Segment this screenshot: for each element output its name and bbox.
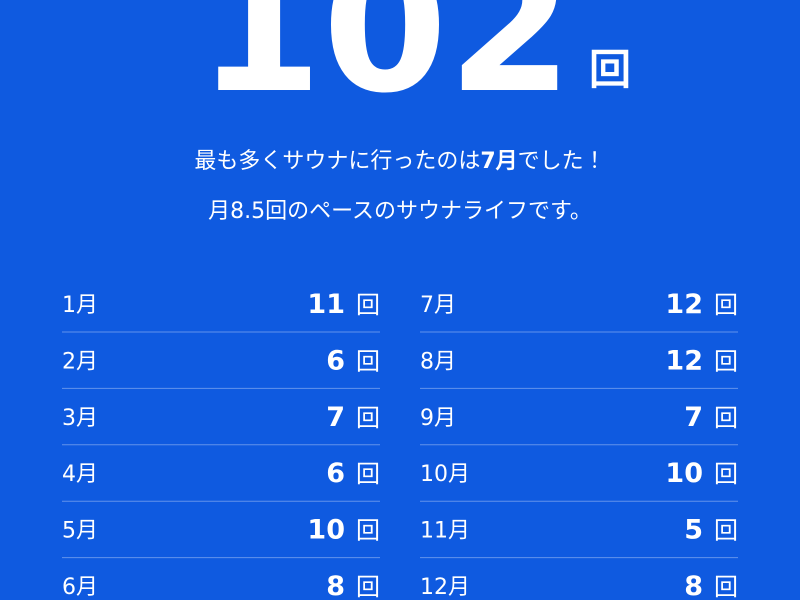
summary-text: 最も多くサウナに行ったのは: [194, 149, 480, 174]
month-label: 9月: [420, 406, 456, 431]
month-count: 12: [665, 289, 703, 320]
count-unit: 回: [356, 291, 380, 319]
summary-line1: 最も多くサウナに行ったのは7月でした！: [194, 149, 605, 174]
month-label: 2月: [62, 349, 98, 374]
count-unit: 回: [714, 291, 738, 319]
month-label: 1月: [62, 293, 98, 318]
month-count: 11: [307, 289, 345, 320]
month-label: 4月: [62, 462, 98, 487]
count-unit: 回: [714, 517, 738, 545]
summary-highlight: 7月: [480, 149, 517, 174]
month-label: 8月: [420, 349, 456, 374]
month-count: 7: [684, 402, 703, 433]
month-label: 11月: [420, 519, 470, 544]
month-table: 1月 11 回2月 6 回3月 7 回4月 6 回5月 10 回6月 8 回7月 12 回8月 12 回9月 7 回…: [62, 289, 738, 600]
month-count: 10: [307, 515, 345, 546]
month-count: 12: [665, 345, 703, 376]
month-label: 10月: [420, 462, 470, 487]
count-unit: 回: [714, 347, 738, 375]
month-count: 6: [326, 458, 345, 489]
count-unit: 回: [714, 460, 738, 488]
count-unit: 回: [356, 460, 380, 488]
count-unit: 回: [356, 347, 380, 375]
count-unit: 回: [356, 404, 380, 432]
total-value: 102: [197, 0, 573, 133]
summary-text: でした！: [518, 149, 606, 174]
month-count: 5: [684, 515, 703, 546]
count-unit: 回: [356, 517, 380, 545]
count-unit: 回: [356, 573, 380, 600]
month-label: 5月: [62, 519, 98, 544]
month-count: 8: [684, 571, 703, 600]
month-count: 7: [326, 402, 345, 433]
month-count: 6: [326, 345, 345, 376]
month-label: 7月: [420, 293, 456, 318]
count-unit: 回: [714, 404, 738, 432]
month-count: 10: [665, 458, 703, 489]
month-label: 12月: [420, 575, 470, 600]
month-count: 8: [326, 571, 345, 600]
total-unit: 回: [589, 45, 631, 94]
summary-line2: 月8.5回のペースのサウナライフです。: [208, 199, 592, 224]
month-label: 3月: [62, 406, 98, 431]
month-label: 6月: [62, 575, 98, 600]
count-unit: 回: [714, 573, 738, 600]
